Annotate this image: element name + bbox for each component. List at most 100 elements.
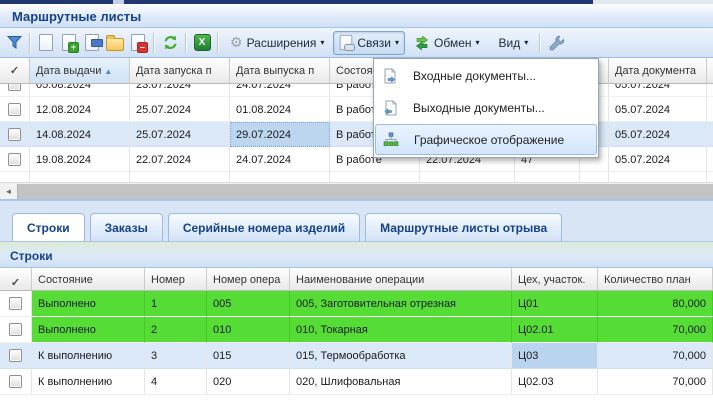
cell[interactable]: 015, Термообработка xyxy=(290,343,512,369)
row-checkbox[interactable] xyxy=(0,84,30,97)
quantity-cell[interactable]: 70,000 xyxy=(598,369,713,395)
menu-item-input-documents[interactable]: Входные документы... xyxy=(375,60,597,92)
cell[interactable]: 2 xyxy=(145,317,207,343)
table-row[interactable]: К выполнению 4 020 020, Шлифовальная Ц02… xyxy=(0,369,713,395)
cell[interactable]: 010, Токарная xyxy=(290,317,512,343)
cell[interactable]: 005, Заготовительная отрезная xyxy=(290,291,512,317)
toolbar-separator xyxy=(29,32,31,53)
column-header-release-date[interactable]: Дата выпуска п xyxy=(230,58,330,84)
page-title: Маршрутные листы xyxy=(0,4,713,28)
column-header-operation-name[interactable]: Наименование операции xyxy=(290,268,512,291)
row-checkbox[interactable] xyxy=(0,343,32,369)
cell[interactable]: 05.07.2024 xyxy=(609,97,707,122)
extensions-button[interactable]: ⚙ Расширения ▾ xyxy=(224,31,330,55)
column-header-launch-date[interactable]: Дата запуска п xyxy=(130,58,230,84)
row-checkbox[interactable] xyxy=(0,97,30,122)
quantity-cell[interactable]: 70,000 xyxy=(598,317,713,343)
column-header-operation-number[interactable]: Номер опера xyxy=(207,268,290,291)
add-document-button[interactable]: + xyxy=(59,32,79,54)
cell[interactable]: Ц01 xyxy=(512,291,598,317)
tab-route-sheet-tears[interactable]: Маршрутные листы отрыва xyxy=(365,213,563,241)
tab-rows[interactable]: Строки xyxy=(12,213,85,241)
menu-item-output-documents[interactable]: Выходные документы... xyxy=(375,92,597,124)
delete-document-button[interactable]: – xyxy=(128,32,148,54)
cell[interactable]: 24.07.2024 xyxy=(230,147,330,172)
table-row-done[interactable]: Выполнено 2 010 010, Токарная Ц02.01 70,… xyxy=(0,317,713,343)
cell[interactable]: 25.07.2024 xyxy=(130,122,230,147)
cell[interactable]: 01.08.2024 xyxy=(230,97,330,122)
table-row-selected[interactable]: 14.08.2024 25.07.2024 29.07.2024 В работ… xyxy=(0,122,713,147)
cell xyxy=(707,122,713,147)
clipped-row-viewport: 05.08.2024 23.07.2024 24.07.2024 В работ… xyxy=(0,84,713,97)
column-header-workshop[interactable]: Цех, участок. xyxy=(512,268,598,291)
tab-serial-numbers[interactable]: Серийные номера изделий xyxy=(167,213,361,241)
cell[interactable]: 05.07.2024 xyxy=(609,84,707,97)
cell[interactable]: 020, Шлифовальная xyxy=(290,369,512,395)
cell[interactable]: 25.07.2024 xyxy=(130,97,230,122)
horizontal-scrollbar[interactable]: ◄ xyxy=(0,182,713,199)
column-header-document-date[interactable]: Дата документа xyxy=(609,58,707,84)
select-all-header[interactable]: ✓ xyxy=(0,58,30,84)
scroll-thumb[interactable] xyxy=(17,184,713,199)
filter-button[interactable] xyxy=(4,32,24,54)
links-dropdown-menu: Входные документы... Выходные документы.… xyxy=(373,58,599,158)
settings-button[interactable] xyxy=(546,32,566,54)
column-header-issue-date[interactable]: Дата выдачи ▲ xyxy=(30,58,130,84)
column-header-planned-quantity[interactable]: Количество план xyxy=(598,268,713,291)
cell[interactable]: Ц02.01 xyxy=(512,317,598,343)
edit-document-button[interactable] xyxy=(82,32,103,54)
row-checkbox[interactable] xyxy=(0,369,32,395)
cell[interactable]: 19.08.2024 xyxy=(30,147,130,172)
tab-orders[interactable]: Заказы xyxy=(89,213,163,241)
cell[interactable]: 010 xyxy=(207,317,290,343)
outgoing-document-icon xyxy=(380,100,400,116)
focused-cell[interactable]: 29.07.2024 xyxy=(230,122,330,147)
row-checkbox[interactable] xyxy=(0,122,30,147)
links-button[interactable]: Связи ▾ xyxy=(333,30,405,55)
table-row[interactable]: 12.08.2024 25.07.2024 01.08.2024 В работ… xyxy=(0,97,713,122)
exchange-button[interactable]: Обмен ▾ xyxy=(408,31,486,55)
status-cell[interactable]: К выполнению xyxy=(32,369,145,395)
column-header-number[interactable]: Номер xyxy=(145,268,207,291)
cell[interactable]: 05.07.2024 xyxy=(609,147,707,172)
table-row-done[interactable]: Выполнено 1 005 005, Заготовительная отр… xyxy=(0,291,713,317)
status-cell[interactable]: К выполнению xyxy=(32,343,145,369)
cell[interactable]: 05.07.2024 xyxy=(609,122,707,147)
cell[interactable]: 020 xyxy=(207,369,290,395)
cell[interactable]: 22.07.2024 xyxy=(130,147,230,172)
status-cell[interactable]: Выполнено xyxy=(32,291,145,317)
status-cell[interactable]: Выполнено xyxy=(32,317,145,343)
table-row-selected[interactable]: К выполнению 3 015 015, Термообработка Ц… xyxy=(0,343,713,369)
cell[interactable] xyxy=(580,147,609,172)
focused-cell[interactable]: Ц03 xyxy=(512,343,598,369)
row-checkbox[interactable] xyxy=(0,317,32,343)
cell[interactable]: 05.08.2024 xyxy=(30,84,130,97)
cell[interactable]: 24.07.2024 xyxy=(230,84,330,97)
view-button[interactable]: Вид ▾ xyxy=(489,31,535,55)
select-all-header[interactable]: ✓ xyxy=(0,268,32,291)
table-row[interactable]: 05.08.2024 23.07.2024 24.07.2024 В работ… xyxy=(0,84,713,97)
excel-export-button[interactable]: X xyxy=(192,32,212,54)
quantity-cell[interactable]: 80,000 xyxy=(598,291,713,317)
cell[interactable]: 3 xyxy=(145,343,207,369)
exchange-label: Обмен xyxy=(434,35,472,50)
cell[interactable]: 23.07.2024 xyxy=(130,84,230,97)
table-row[interactable]: 19.08.2024 22.07.2024 24.07.2024 В работ… xyxy=(0,147,713,172)
refresh-button[interactable] xyxy=(160,32,180,54)
quantity-cell[interactable]: 70,000 xyxy=(598,343,713,369)
cell[interactable]: 4 xyxy=(145,369,207,395)
cell[interactable]: 015 xyxy=(207,343,290,369)
cell[interactable]: 1 xyxy=(145,291,207,317)
open-folder-button[interactable] xyxy=(105,32,125,54)
new-document-button[interactable] xyxy=(36,32,56,54)
column-header-state[interactable]: Состояние xyxy=(32,268,145,291)
row-checkbox[interactable] xyxy=(0,147,30,172)
menu-item-graphic-view[interactable]: Графическое отображение xyxy=(375,124,597,155)
scroll-left-button[interactable]: ◄ xyxy=(0,184,17,199)
row-checkbox[interactable] xyxy=(0,291,32,317)
cell[interactable]: 12.08.2024 xyxy=(30,97,130,122)
cell[interactable]: В работе xyxy=(330,147,420,172)
cell[interactable]: 005 xyxy=(207,291,290,317)
cell[interactable]: 14.08.2024 xyxy=(30,122,130,147)
cell[interactable]: Ц02.03 xyxy=(512,369,598,395)
